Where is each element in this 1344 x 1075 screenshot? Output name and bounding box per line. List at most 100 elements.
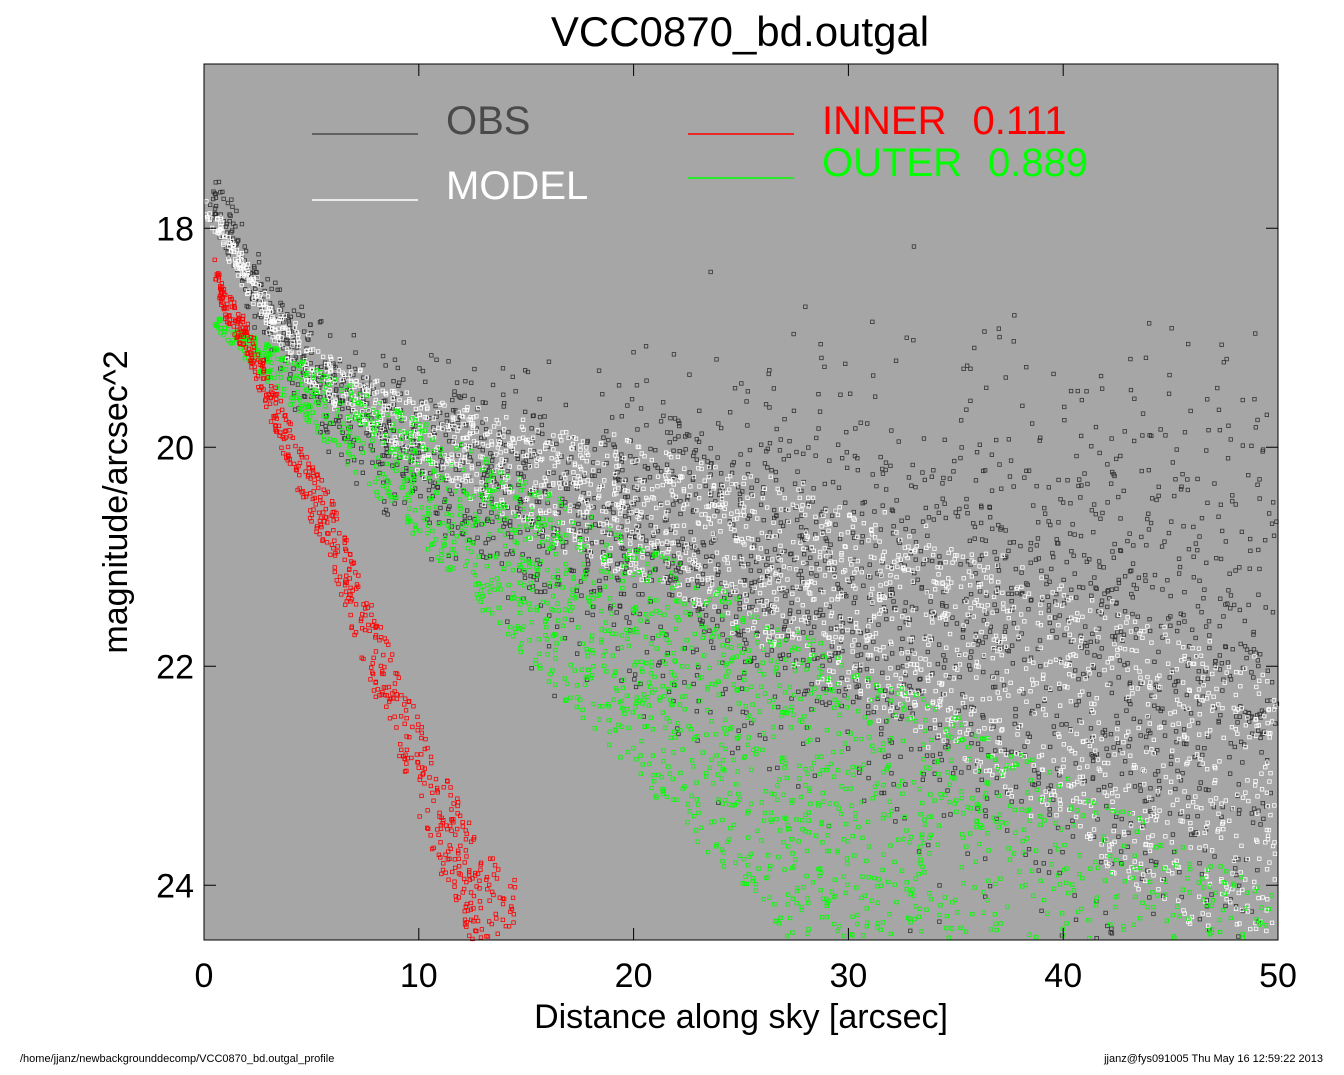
obs-point	[1207, 645, 1212, 651]
obs-point	[805, 609, 810, 615]
obs-point	[1249, 714, 1255, 719]
obs-point	[947, 476, 952, 481]
obs-point	[1047, 579, 1052, 584]
obs-point	[1169, 754, 1174, 759]
obs-point	[804, 545, 809, 550]
obs-point	[1104, 746, 1109, 751]
obs-point	[778, 520, 783, 525]
obs-point	[1191, 524, 1196, 530]
obs-point	[828, 626, 834, 631]
obs-point	[1216, 514, 1221, 519]
obs-point	[809, 682, 814, 687]
obs-point	[769, 602, 774, 607]
obs-point	[1021, 691, 1026, 696]
obs-point	[880, 503, 885, 508]
obs-point	[1238, 641, 1243, 647]
obs-point	[802, 552, 807, 557]
obs-point	[704, 554, 709, 559]
obs-point	[1103, 910, 1108, 916]
obs-point	[1028, 598, 1033, 603]
obs-point	[1069, 587, 1074, 592]
obs-point	[699, 431, 704, 436]
obs-point	[1090, 631, 1095, 636]
obs-point	[994, 556, 999, 562]
obs-point	[950, 615, 955, 620]
obs-point	[1118, 548, 1124, 554]
obs-point	[922, 477, 927, 483]
obs-point	[428, 470, 433, 476]
obs-point	[212, 206, 218, 211]
obs-point	[628, 453, 633, 459]
obs-point	[1136, 575, 1141, 580]
obs-point	[883, 688, 888, 693]
obs-point	[973, 478, 979, 483]
obs-point	[739, 686, 745, 691]
obs-point	[737, 607, 742, 612]
obs-point	[880, 670, 885, 675]
obs-point	[1146, 511, 1151, 516]
obs-point	[1169, 326, 1174, 331]
obs-point	[1043, 511, 1048, 516]
obs-point	[429, 557, 434, 562]
obs-point	[450, 531, 455, 536]
obs-point	[694, 647, 699, 652]
obs-point	[1128, 387, 1134, 393]
obs-point	[1125, 538, 1130, 544]
obs-point	[1074, 702, 1079, 708]
obs-point	[775, 558, 780, 563]
obs-point	[501, 392, 506, 397]
obs-point	[505, 595, 511, 600]
obs-point	[731, 460, 736, 465]
obs-point	[923, 505, 928, 511]
obs-point	[699, 621, 704, 626]
obs-point	[1009, 749, 1014, 754]
obs-point	[941, 653, 946, 658]
obs-point	[528, 573, 533, 579]
obs-point	[475, 535, 480, 540]
obs-point	[1219, 814, 1224, 819]
obs-point	[1047, 812, 1052, 817]
obs-point	[1227, 571, 1232, 576]
obs-point	[1091, 758, 1096, 764]
obs-point	[1123, 574, 1128, 579]
obs-point	[754, 630, 759, 636]
obs-point	[911, 580, 916, 585]
obs-point	[878, 527, 883, 532]
obs-point	[737, 675, 742, 680]
obs-point	[829, 644, 834, 649]
obs-point	[1146, 527, 1152, 532]
obs-point	[1220, 528, 1225, 534]
obs-point	[531, 413, 536, 418]
obs-point	[244, 303, 249, 309]
obs-point	[941, 665, 947, 670]
obs-point	[308, 322, 313, 327]
obs-point	[1044, 581, 1049, 587]
obs-point	[1130, 611, 1135, 617]
obs-point	[1130, 561, 1136, 566]
obs-point	[672, 416, 678, 421]
obs-point	[1062, 417, 1067, 423]
obs-point	[507, 523, 513, 528]
obs-point	[1127, 569, 1133, 574]
obs-point	[1085, 650, 1090, 655]
chart-title: VCC0870_bd.outgal	[551, 8, 929, 55]
obs-point	[975, 787, 980, 793]
obs-point	[761, 518, 766, 523]
obs-point	[1046, 485, 1051, 490]
obs-point	[1177, 564, 1183, 570]
obs-point	[815, 656, 820, 661]
obs-point	[967, 538, 972, 543]
obs-point	[446, 359, 451, 364]
obs-point	[509, 449, 514, 454]
obs-point	[1067, 531, 1073, 536]
obs-point	[1255, 868, 1260, 873]
obs-point	[479, 549, 484, 554]
obs-point	[1151, 911, 1156, 917]
obs-point	[1036, 781, 1041, 786]
obs-point	[815, 737, 820, 742]
obs-point	[984, 593, 989, 598]
obs-point	[806, 615, 812, 620]
obs-point	[1221, 614, 1226, 619]
obs-point	[1026, 847, 1032, 852]
